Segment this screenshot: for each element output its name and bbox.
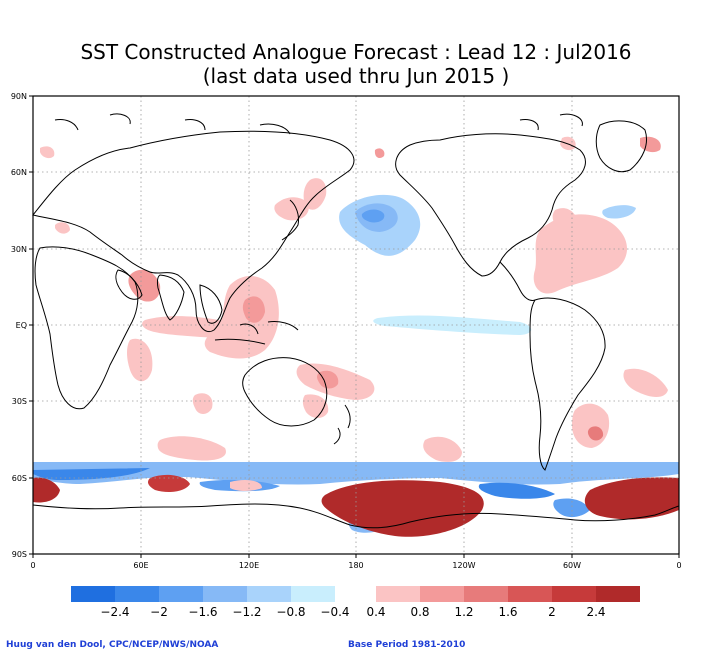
- colorbar-label: 2: [548, 605, 556, 619]
- colorbar-swatch-negative: [115, 586, 159, 602]
- colorbar-swatch-negative: [247, 586, 291, 602]
- lat-label: 60N: [11, 168, 27, 177]
- colorbar-label: 0.8: [410, 605, 429, 619]
- lat-label: 30N: [11, 245, 27, 254]
- lon-label: 120W: [452, 561, 475, 570]
- lat-label: EQ: [16, 321, 27, 330]
- map-title: SST Constructed Analogue Forecast : Lead…: [80, 40, 632, 64]
- colorbar-swatch-positive: [376, 586, 420, 602]
- base-period-note: Base Period 1981-2010: [348, 640, 466, 650]
- colorbar-swatch-positive: [464, 586, 508, 602]
- lon-label: 60W: [563, 561, 581, 570]
- colorbar-label: 1.2: [454, 605, 473, 619]
- colorbar-label: 0.4: [366, 605, 385, 619]
- lat-label: 90S: [12, 550, 27, 559]
- lon-label: 0: [30, 561, 35, 570]
- colorbar-swatch-positive: [596, 586, 640, 602]
- warm-anomaly-north-atlantic: [533, 214, 628, 294]
- colorbar-swatch-negative: [71, 586, 115, 602]
- colorbar-swatch-negative: [159, 586, 203, 602]
- colorbar-label: −1.6: [188, 605, 217, 619]
- map-subtitle: (last data used thru Jun 2015 ): [202, 64, 510, 88]
- lat-label: 90N: [11, 92, 27, 101]
- colorbar-swatch-positive: [508, 586, 552, 602]
- lon-label: 120E: [239, 561, 259, 570]
- colorbar-label: −0.4: [320, 605, 349, 619]
- lon-label: 180: [348, 561, 363, 570]
- colorbar-label: −0.8: [276, 605, 305, 619]
- colorbar-label: 2.4: [586, 605, 605, 619]
- warm-anomaly-south-atlantic-sector: [584, 477, 679, 520]
- colorbar-label: −2: [150, 605, 168, 619]
- colorbar-label: −2.4: [100, 605, 129, 619]
- lat-label: 30S: [12, 397, 27, 406]
- lon-label: 0: [676, 561, 681, 570]
- colorbar-swatch-positive: [552, 586, 596, 602]
- map-panel: 90N 60N 30N EQ 30S 60S 90S 0 60E 120E 18…: [11, 92, 682, 570]
- longitude-labels: 0 60E 120E 180 120W 60W 0: [30, 561, 681, 570]
- colorbar-label: −1.2: [232, 605, 261, 619]
- warm-anomaly-south-pacific-sector: [321, 480, 484, 537]
- colorbar-label: 1.6: [498, 605, 517, 619]
- colorbar-swatch-negative: [291, 586, 335, 602]
- colorbar-legend: −2.4 −2 −1.6 −1.2 −0.8 −0.4 0.4 0.8 1.2 1.6 2 2.4: [71, 586, 640, 619]
- axis-ticks: [29, 95, 680, 558]
- lon-label: 60E: [133, 561, 148, 570]
- warm-anomaly-maritime-continent: [204, 275, 279, 359]
- author-credit: Huug van den Dool, CPC/NCEP/NWS/NOAA: [6, 640, 219, 650]
- colorbar-swatch-positive: [420, 586, 464, 602]
- colorbar-swatch-negative: [203, 586, 247, 602]
- cold-anomaly-southern-ocean: [33, 462, 679, 485]
- lat-label: 60S: [12, 474, 27, 483]
- latitude-labels: 90N 60N 30N EQ 30S 60S 90S: [11, 92, 27, 559]
- coastlines: [32, 113, 680, 529]
